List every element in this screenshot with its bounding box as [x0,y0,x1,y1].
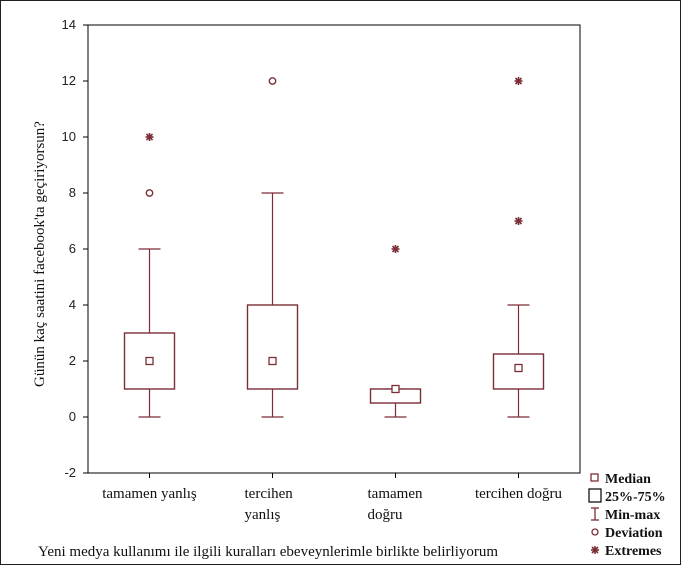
y-tick-label: 14 [62,17,76,32]
outlier-point [145,189,154,197]
legend-label: Deviation [605,526,663,541]
outlier-point [268,77,277,85]
median-marker [391,384,400,394]
y-tick-label: -2 [64,465,76,480]
category-label: tamamen doğru [368,486,423,523]
x-axis-label: Yeni medya kullanımı ile ilgili kurallar… [38,544,498,560]
median-marker [145,356,154,366]
median-marker [268,356,277,366]
category-label: tercihen doğru [475,486,563,502]
y-tick-label: 4 [69,297,76,312]
iqr-box [246,304,299,390]
legend-box-symbol [588,488,602,503]
extreme-point [145,133,154,141]
y-tick-label: 12 [62,73,76,88]
extreme-point [514,217,523,225]
y-tick-label: 10 [62,129,76,144]
y-tick-label: 0 [69,409,76,424]
legend-label: Extremes [605,544,662,559]
legend-median-symbol [590,473,599,482]
legend-deviation-symbol [591,528,599,536]
legend: Median 25%-75% Min-max Deviation Extremes [588,472,666,559]
legend-label: 25%-75% [605,490,666,505]
y-tick-label: 2 [69,353,76,368]
median-marker [514,363,523,373]
y-axis-label: Günün kaç saatini facebook'ta geçiriyors… [32,121,48,387]
category-label: tercihen yanlış [245,486,294,523]
extreme-point [514,77,523,85]
legend-label: Min-max [605,508,660,523]
legend-extreme-symbol [591,546,599,554]
legend-label: Median [605,472,651,487]
y-tick-label: 6 [69,241,76,256]
category-label: tamamen yanlış [102,486,197,502]
extreme-point [391,245,400,253]
y-tick-label: 8 [69,185,76,200]
